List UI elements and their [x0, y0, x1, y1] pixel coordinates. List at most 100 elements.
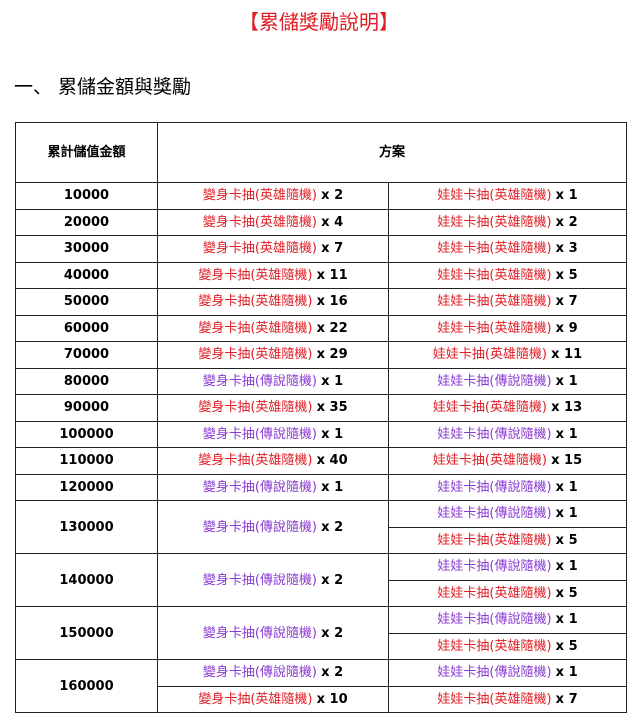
- reward-item: 娃娃卡抽(英雄隨機): [437, 241, 552, 257]
- reward-item: 變身卡抽(傳說隨機): [202, 519, 318, 535]
- reward-qty: x 1: [555, 506, 578, 522]
- reward-item: 娃娃卡抽(英雄隨機): [432, 347, 547, 363]
- reward-qty: x 35: [316, 400, 348, 416]
- reward-qty: x 1: [321, 373, 344, 389]
- reward-item: 變身卡抽(英雄隨機): [202, 188, 318, 204]
- reward-cell: 娃娃卡抽(英雄隨機) x 5: [387, 579, 628, 607]
- table-row: 20000 變身卡抽(英雄隨機) x 4 娃娃卡抽(英雄隨機) x 2: [15, 208, 628, 236]
- reward-item: 變身卡抽(英雄隨機): [198, 400, 313, 416]
- reward-cell: 娃娃卡抽(英雄隨機) x 11: [387, 341, 628, 369]
- reward-item: 娃娃卡抽(傳說隨機): [437, 426, 552, 442]
- reward-cell: 變身卡抽(傳說隨機) x 2: [157, 500, 389, 554]
- reward-item: 娃娃卡抽(英雄隨機): [437, 691, 552, 707]
- reward-qty: x 5: [555, 585, 578, 601]
- reward-qty: x 5: [555, 267, 578, 283]
- reward-qty: x 11: [316, 267, 348, 283]
- reward-qty: x 2: [321, 625, 344, 641]
- section-heading: 一、 累儲金額與獎勵: [14, 76, 192, 98]
- reward-cell: 娃娃卡抽(英雄隨機) x 1: [387, 182, 628, 210]
- reward-item: 娃娃卡抽(傳說隨機): [437, 559, 552, 575]
- table-row: 30000 變身卡抽(英雄隨機) x 7 娃娃卡抽(英雄隨機) x 3: [15, 235, 628, 263]
- reward-item: 娃娃卡抽(英雄隨機): [432, 453, 547, 469]
- reward-item: 變身卡抽(英雄隨機): [202, 214, 318, 230]
- reward-qty: x 22: [316, 320, 348, 336]
- amount-cell: 130000: [15, 500, 158, 554]
- amount-cell: 90000: [15, 394, 158, 422]
- reward-table: 累計儲值金額 方案 10000 變身卡抽(英雄隨機) x 2 娃娃卡抽(英雄隨機) …: [15, 122, 628, 713]
- reward-qty: x 7: [555, 691, 578, 707]
- reward-item: 變身卡抽(傳說隨機): [202, 572, 318, 588]
- table-row: 80000 變身卡抽(傳說隨機) x 1 娃娃卡抽(傳說隨機) x 1: [15, 367, 628, 395]
- table-row: 150000 變身卡抽(傳說隨機) x 2 娃娃卡抽(傳說隨機) x 1: [15, 606, 628, 660]
- table-row: 50000 變身卡抽(英雄隨機) x 16 娃娃卡抽(英雄隨機) x 7: [15, 288, 628, 316]
- reward-item: 變身卡抽(英雄隨機): [198, 347, 313, 363]
- reward-qty: x 2: [555, 214, 578, 230]
- table-row: 90000 變身卡抽(英雄隨機) x 35 娃娃卡抽(英雄隨機) x 13: [15, 394, 628, 422]
- reward-cell: 娃娃卡抽(傳說隨機) x 1: [387, 420, 628, 448]
- reward-item: 娃娃卡抽(英雄隨機): [437, 320, 552, 336]
- amount-cell: 60000: [15, 314, 158, 342]
- reward-item: 變身卡抽(傳說隨機): [202, 479, 318, 495]
- table-body: 10000 變身卡抽(英雄隨機) x 2 娃娃卡抽(英雄隨機) x 1 20000 變身…: [15, 182, 628, 713]
- reward-item: 變身卡抽(英雄隨機): [198, 691, 313, 707]
- reward-item: 變身卡抽(傳說隨機): [202, 665, 318, 681]
- reward-item: 娃娃卡抽(傳說隨機): [437, 612, 552, 628]
- amount-cell: 160000: [15, 659, 158, 713]
- table-row: 140000 變身卡抽(傳說隨機) x 2 娃娃卡抽(傳說隨機) x 1: [15, 553, 628, 607]
- amount-cell: 80000: [15, 367, 158, 395]
- amount-cell: 100000: [15, 420, 158, 448]
- reward-cell: 變身卡抽(傳說隨機) x 1: [157, 367, 389, 395]
- reward-qty: x 13: [551, 400, 583, 416]
- reward-cell: 娃娃卡抽(英雄隨機) x 3: [387, 235, 628, 263]
- reward-item: 娃娃卡抽(英雄隨機): [437, 188, 552, 204]
- amount-cell: 110000: [15, 447, 158, 475]
- reward-qty: x 15: [551, 453, 583, 469]
- header-cell: 方案: [156, 122, 628, 183]
- reward-cell: 娃娃卡抽(英雄隨機) x 7: [387, 288, 628, 316]
- reward-item: 娃娃卡抽(英雄隨機): [437, 585, 552, 601]
- reward-cell: 變身卡抽(英雄隨機) x 16: [157, 288, 389, 316]
- reward-qty: x 7: [555, 294, 578, 310]
- reward-item: 變身卡抽(英雄隨機): [198, 294, 313, 310]
- reward-cell: 變身卡抽(英雄隨機) x 22: [157, 314, 389, 342]
- reward-item: 變身卡抽(英雄隨機): [198, 267, 313, 283]
- table-row: 變身卡抽(英雄隨機) x 10 娃娃卡抽(英雄隨機) x 7: [16, 685, 628, 713]
- reward-qty: x 4: [321, 214, 344, 230]
- reward-cell: 娃娃卡抽(傳說隨機) x 1: [387, 367, 628, 395]
- reward-cell: 變身卡抽(傳說隨機) x 2: [157, 659, 389, 687]
- reward-qty: x 2: [321, 519, 344, 535]
- reward-qty: x 1: [555, 559, 578, 575]
- reward-cell: 娃娃卡抽(傳說隨機) x 1: [387, 500, 628, 528]
- reward-cell: 變身卡抽(傳說隨機) x 2: [157, 553, 389, 607]
- reward-qty: x 2: [321, 665, 344, 681]
- amount-cell: 150000: [15, 606, 158, 660]
- reward-qty: x 1: [555, 373, 578, 389]
- reward-qty: x 9: [555, 320, 578, 336]
- reward-cell: 娃娃卡抽(傳說隨機) x 1: [387, 553, 628, 581]
- reward-qty: x 10: [316, 691, 348, 707]
- reward-cell: 娃娃卡抽(傳說隨機) x 1: [387, 606, 628, 634]
- reward-item: 變身卡抽(英雄隨機): [198, 453, 313, 469]
- reward-cell: 娃娃卡抽(英雄隨機) x 15: [387, 447, 628, 475]
- reward-qty: x 1: [555, 188, 578, 204]
- table-row: 70000 變身卡抽(英雄隨機) x 29 娃娃卡抽(英雄隨機) x 11: [15, 341, 628, 369]
- reward-qty: x 11: [551, 347, 583, 363]
- reward-qty: x 2: [321, 572, 344, 588]
- reward-qty: x 40: [316, 453, 348, 469]
- reward-item: 娃娃卡抽(傳說隨機): [437, 665, 552, 681]
- reward-cell: 娃娃卡抽(英雄隨機) x 2: [387, 208, 628, 236]
- amount-cell: 30000: [15, 235, 158, 263]
- table-row: 娃娃卡抽(英雄隨機) x 5: [16, 579, 628, 607]
- amount-cell: 20000: [15, 208, 158, 236]
- reward-qty: x 1: [555, 665, 578, 681]
- reward-item: 娃娃卡抽(英雄隨機): [437, 294, 552, 310]
- reward-item: 娃娃卡抽(傳說隨機): [437, 373, 552, 389]
- reward-cell: 娃娃卡抽(英雄隨機) x 9: [387, 314, 628, 342]
- table-row: 娃娃卡抽(英雄隨機) x 5: [16, 632, 628, 660]
- reward-qty: x 2: [321, 188, 344, 204]
- reward-item: 變身卡抽(英雄隨機): [202, 241, 318, 257]
- amount-cell: 120000: [15, 473, 158, 501]
- reward-cell: 變身卡抽(傳說隨機) x 2: [157, 606, 389, 660]
- reward-cell: 變身卡抽(英雄隨機) x 35: [157, 394, 389, 422]
